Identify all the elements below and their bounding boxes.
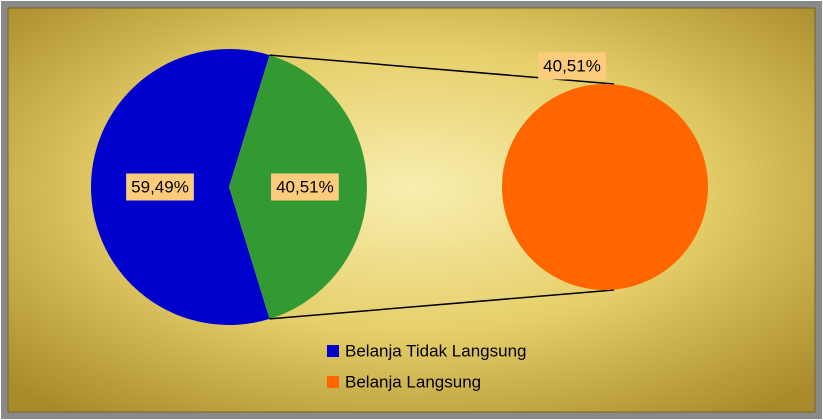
legend-swatch [327,376,339,388]
secondary-pie-slice [502,84,708,290]
data-label-box [271,173,339,201]
connector-line [269,289,615,320]
data-label-box [126,173,194,201]
data-label: 40,51% [543,56,601,75]
legend-label: Belanja Tidak Langsung [345,341,526,360]
legend-label: Belanja Langsung [345,372,481,391]
data-label: 59,49% [131,177,189,196]
data-label-box [538,52,606,80]
marks: 59,49% 40,51% 40,51% Belanja Tidak Langsung… [91,48,708,391]
legend-swatch [327,345,339,357]
data-label: 40,51% [276,177,334,196]
